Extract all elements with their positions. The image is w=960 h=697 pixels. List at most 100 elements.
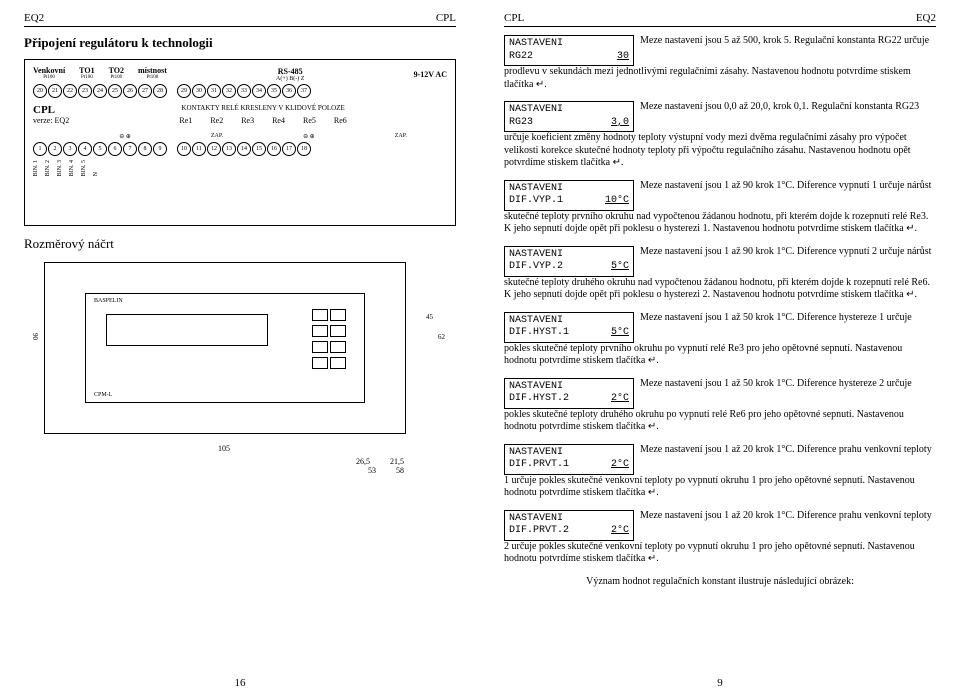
- param-val-4: 5°C: [611, 327, 629, 340]
- lcd-screen: [106, 314, 268, 346]
- terminal-top-25: 25: [108, 84, 122, 98]
- cpl-label: CPL: [33, 104, 69, 116]
- header-r2: EQ2: [916, 12, 936, 24]
- param-block-2: NASTAVENIDIF.VYP.110°CMeze nastavení jso…: [504, 180, 936, 236]
- bin-label-2: BIN. 3: [57, 160, 63, 176]
- sensor-lbl-1: TO1: [79, 66, 94, 75]
- param-val-2: 10°C: [605, 195, 629, 208]
- header-right: CPL EQ2: [504, 12, 936, 27]
- param-block-6: NASTAVENIDIF.PRVT.12°CMeze nastavení jso…: [504, 444, 936, 500]
- param-line1-0: NASTAVENI: [509, 38, 629, 51]
- header-left: EQ2 CPL: [24, 12, 456, 27]
- param-key-4: DIF.HYST.1: [509, 327, 569, 340]
- terminal-bot-6: 6: [108, 142, 122, 156]
- param-val-5: 2°C: [611, 393, 629, 406]
- param-line1-3: NASTAVENI: [509, 249, 629, 262]
- terminal-top-24: 24: [93, 84, 107, 98]
- page-right: CPL EQ2 NASTAVENIRG2230Meze nastavení js…: [480, 0, 960, 697]
- verze-label: verze: EQ2: [33, 116, 69, 125]
- terminal-bot-1: 1: [33, 142, 47, 156]
- page-left: EQ2 CPL Připojení regulátoru k technolog…: [0, 0, 480, 697]
- param-block-7: NASTAVENIDIF.PRVT.22°CMeze nastavení jso…: [504, 510, 936, 566]
- terminal-top-32: 32: [222, 84, 236, 98]
- terminal-top-20: 20: [33, 84, 47, 98]
- param-box-5: NASTAVENIDIF.HYST.22°C: [504, 378, 634, 409]
- param-val-3: 5°C: [611, 261, 629, 274]
- relay-re6: Re6: [334, 116, 347, 125]
- terminal-top-35: 35: [267, 84, 281, 98]
- terminal-top-37: 37: [297, 84, 311, 98]
- dim-w: 105: [218, 444, 230, 453]
- terminal-bot-4: 4: [78, 142, 92, 156]
- bin-labels: BIN. 1BIN. 2BIN. 3BIN. 4BIN. 5N: [33, 160, 447, 176]
- pt-2: Pt100: [109, 75, 124, 80]
- terminal-bot-7: 7: [123, 142, 137, 156]
- terminal-bot-12: 12: [207, 142, 221, 156]
- dim-d5: 53: [368, 466, 376, 475]
- param-line1-1: NASTAVENI: [509, 104, 629, 117]
- dim-d3: 26,5: [356, 457, 370, 466]
- param-line1-4: NASTAVENI: [509, 315, 629, 328]
- param-val-7: 2°C: [611, 525, 629, 538]
- terminal-top-23: 23: [78, 84, 92, 98]
- terminal-bot-2: 2: [48, 142, 62, 156]
- header-l2: CPL: [504, 12, 524, 24]
- param-val-1: 3,0: [611, 117, 629, 130]
- bottom-terminals: 123456789101112131415161718: [33, 142, 447, 156]
- param-line1-2: NASTAVENI: [509, 183, 629, 196]
- param-line1-7: NASTAVENI: [509, 513, 629, 526]
- terminal-bot-3: 3: [63, 142, 77, 156]
- relay-re1: Re1: [179, 116, 192, 125]
- terminal-bot-13: 13: [222, 142, 236, 156]
- terminal-bot-10: 10: [177, 142, 191, 156]
- param-box-4: NASTAVENIDIF.HYST.1 5°C: [504, 312, 634, 343]
- header-l: EQ2: [24, 12, 44, 24]
- terminal-top-27: 27: [138, 84, 152, 98]
- terminal-bot-16: 16: [267, 142, 281, 156]
- terminal-bot-8: 8: [138, 142, 152, 156]
- param-block-5: NASTAVENIDIF.HYST.22°CMeze nastavení jso…: [504, 378, 936, 434]
- section-title-dims: Rozměrový náčrt: [24, 236, 456, 252]
- bin-label-0: BIN. 1: [33, 160, 39, 176]
- param-box-3: NASTAVENIDIF.VYP.2 5°C: [504, 246, 634, 277]
- terminal-top-36: 36: [282, 84, 296, 98]
- brand-label: BASPELIN: [94, 298, 123, 304]
- param-block-4: NASTAVENIDIF.HYST.15°CMeze nastavení jso…: [504, 312, 936, 368]
- param-key-6: DIF.PRVT.1: [509, 459, 569, 472]
- relay-re3: Re3: [241, 116, 254, 125]
- pt-0: Pt100: [33, 75, 65, 80]
- param-block-1: NASTAVENIRG233,0Meze nastavení jsou 0,0 …: [504, 101, 936, 170]
- bin-label-1: BIN. 2: [45, 160, 51, 176]
- param-box-2: NASTAVENIDIF.VYP.1 10°C: [504, 180, 634, 211]
- param-key-3: DIF.VYP.2: [509, 261, 563, 274]
- pt-3: Pt100: [138, 75, 167, 80]
- kontakty-label: KONTAKTY RELÉ KRESLENY V KLIDOVÉ POLOZE: [79, 104, 447, 112]
- terminal-bot-9: 9: [153, 142, 167, 156]
- wiring-diagram: VenkovníPt100 TO1Pt100 TO2Pt100 místnost…: [24, 59, 456, 226]
- sensor-lbl-0: Venkovní: [33, 66, 65, 75]
- param-key-7: DIF.PRVT.2: [509, 525, 569, 538]
- page-number-right: 9: [717, 677, 723, 689]
- param-key-1: RG23: [509, 117, 533, 130]
- param-key-2: DIF.VYP.1: [509, 195, 563, 208]
- rs485-lbl: RS-485: [276, 67, 304, 76]
- terminal-top-26: 26: [123, 84, 137, 98]
- ac-lbl: 9-12V AC: [414, 70, 447, 79]
- terminal-top-22: 22: [63, 84, 77, 98]
- sensor-lbl-2: TO2: [109, 66, 124, 75]
- terminal-bot-5: 5: [93, 142, 107, 156]
- top-terminals: 202122232425262728293031323334353637: [33, 84, 447, 98]
- dim-d6: 58: [396, 466, 404, 475]
- model-label: CPM-L: [94, 392, 112, 398]
- terminal-bot-11: 11: [192, 142, 206, 156]
- terminal-bot-18: 18: [297, 142, 311, 156]
- param-block-0: NASTAVENIRG2230Meze nastavení jsou 5 až …: [504, 35, 936, 91]
- param-val-0: 30: [617, 51, 629, 64]
- param-box-6: NASTAVENIDIF.PRVT.12°C: [504, 444, 634, 475]
- param-box-1: NASTAVENIRG23 3,0: [504, 101, 634, 132]
- relay-labels: Re1Re2Re3Re4Re5Re6: [79, 116, 447, 125]
- pt-1: Pt100: [79, 75, 94, 80]
- terminal-top-34: 34: [252, 84, 266, 98]
- terminal-bot-14: 14: [237, 142, 251, 156]
- bin-label-3: BIN. 4: [69, 160, 75, 176]
